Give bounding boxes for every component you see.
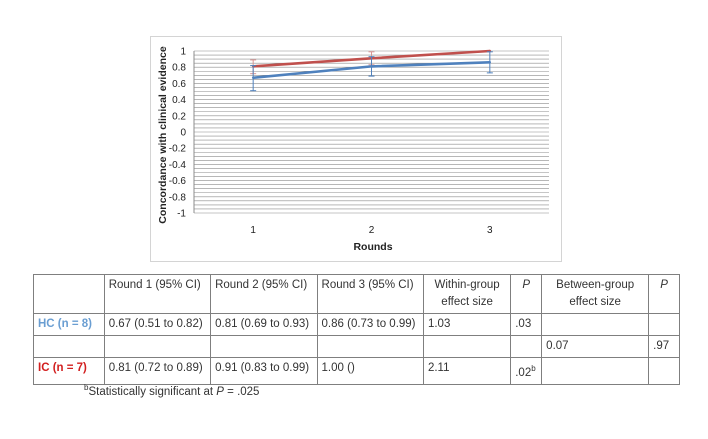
header-within-effect: Within-group effect size (422, 274, 512, 314)
between-empty-p (510, 335, 543, 358)
ic-within-effect: 2.11 (422, 357, 512, 385)
y-tick-label: -0.4 (169, 160, 187, 171)
series-lines (250, 49, 493, 92)
table-row-hc: HC (n = 8) 0.67 (0.51 to 0.82) 0.81 (0.6… (33, 313, 680, 336)
header-round2: Round 2 (95% CI) (210, 274, 318, 314)
table-header-row: Round 1 (95% CI) Round 2 (95% CI) Round … (33, 274, 680, 314)
hc-round2: 0.81 (0.69 to 0.93) (210, 313, 318, 336)
ic-p: .02 (515, 366, 532, 379)
header-round3: Round 3 (95% CI) (316, 274, 424, 314)
y-tick-label: -0.6 (169, 176, 187, 187)
footnote-text: Statistically significant at (88, 385, 217, 398)
footnote-marker: b (84, 383, 89, 392)
hc-between-empty (541, 313, 650, 336)
hc-within-effect: 1.03 (422, 313, 512, 336)
table-row-ic: IC (n = 7) 0.81 (0.72 to 0.89) 0.91 (0.8… (33, 357, 680, 385)
ic-between-empty (541, 357, 650, 385)
line-chart: 1 0.8 0.6 0.4 0.2 0 -0.2 -0.4 -0.6 -0.8 -1 1 2 3 Conc… (157, 46, 549, 253)
data-point (251, 76, 255, 79)
between-empty-r2 (210, 335, 318, 358)
data-point (370, 65, 373, 68)
y-tick-label: 0.2 (172, 111, 186, 122)
ic-p-cell: .02b (510, 357, 543, 385)
x-axis-title: Rounds (353, 241, 392, 253)
header-empty-cell (33, 274, 105, 314)
ic-p2-empty (648, 357, 680, 385)
header-between-effect: Between-group effect size (541, 274, 650, 314)
hc-round3: 0.86 (0.73 to 0.99) (316, 313, 424, 336)
between-p: .97 (648, 335, 680, 358)
hc-label: HC (n = 8) (33, 313, 105, 336)
between-effect: 0.07 (541, 335, 650, 358)
ic-p-superscript: b (531, 364, 536, 373)
header-p-within: P (510, 274, 543, 314)
x-tick-label: 2 (369, 225, 375, 236)
hc-p2-empty (648, 313, 680, 336)
y-axis-title: Concordance with clinical evidence (157, 46, 169, 224)
x-tick-label: 1 (250, 225, 256, 236)
between-empty-r1 (103, 335, 212, 358)
footnote-p: P (216, 385, 224, 398)
ic-round3: 1.00 () (316, 357, 424, 385)
footnote-value: = .025 (223, 385, 260, 398)
hc-p: .03 (510, 313, 543, 336)
between-empty-within (422, 335, 512, 358)
ic-round1: 0.81 (0.72 to 0.89) (103, 357, 212, 385)
header-round1: Round 1 (95% CI) (103, 274, 212, 314)
y-tick-label: 0.4 (172, 95, 186, 106)
hc-round1: 0.67 (0.51 to 0.82) (103, 313, 212, 336)
y-tick-label: 0.6 (172, 79, 186, 90)
table-row-between: 0.07 .97 (33, 335, 680, 358)
results-table: Round 1 (95% CI) Round 2 (95% CI) Round … (33, 274, 680, 385)
footnote: bStatistically significant at P = .025 (84, 383, 259, 398)
chart-container: 1 0.8 0.6 0.4 0.2 0 -0.2 -0.4 -0.6 -0.8 -1 1 2 3 Conc… (150, 36, 562, 262)
tick-labels: 1 0.8 0.6 0.4 0.2 0 -0.2 -0.4 -0.6 -0.8 -1 1 2 3 (169, 47, 493, 237)
y-tick-label: 0.8 (172, 63, 186, 74)
ic-round2: 0.91 (0.83 to 0.99) (210, 357, 318, 385)
y-tick-label: -1 (177, 209, 186, 220)
ic-label: IC (n = 7) (33, 357, 105, 385)
between-empty-r3 (316, 335, 424, 358)
y-tick-label: 1 (180, 47, 186, 58)
header-p-between: P (648, 274, 680, 314)
x-tick-label: 3 (487, 225, 493, 236)
y-tick-label: -0.8 (169, 192, 187, 203)
y-tick-label: 0 (180, 128, 186, 139)
between-empty-label (33, 335, 105, 358)
y-tick-label: -0.2 (169, 144, 187, 155)
data-point (488, 61, 492, 64)
